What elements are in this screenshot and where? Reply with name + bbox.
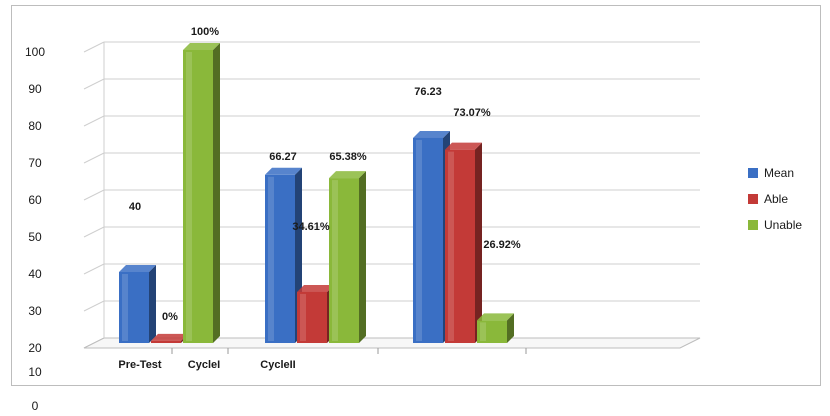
bar xyxy=(265,167,302,343)
y-tick-label: 60 xyxy=(28,193,42,207)
bar xyxy=(183,43,220,343)
x-category-label: CycleII xyxy=(260,359,295,371)
gridline-side xyxy=(83,152,105,164)
legend-item: Mean xyxy=(748,166,794,180)
data-label: 0% xyxy=(162,311,178,323)
grid-layer xyxy=(83,41,701,354)
y-tick-label: 100 xyxy=(25,45,45,59)
data-label: 73.07% xyxy=(453,107,491,119)
bar xyxy=(477,313,514,343)
legend-swatch xyxy=(748,220,758,230)
y-tick-label: 80 xyxy=(28,119,42,133)
y-tick-label: 0 xyxy=(32,399,39,413)
y-tick-label: 90 xyxy=(28,82,42,96)
gridline-side xyxy=(83,300,105,312)
gridline-side xyxy=(83,41,105,53)
bar xyxy=(329,171,366,343)
gridline-side xyxy=(83,115,105,127)
legend-item: Able xyxy=(748,192,788,206)
x-category-label: Pre-Test xyxy=(118,359,162,371)
y-axis-ticks: 0 10 20 30 40 50 60 70 80 90 100 xyxy=(25,45,45,413)
x-category-label: CycleI xyxy=(188,359,220,371)
data-label: 100% xyxy=(191,26,219,38)
x-axis-categories: Pre-Test CycleI CycleII xyxy=(118,359,295,371)
y-tick-label: 40 xyxy=(28,267,42,281)
data-label: 40 xyxy=(129,201,141,213)
data-label: 65.38% xyxy=(329,151,367,163)
legend: Mean Able Unable xyxy=(748,166,802,232)
y-tick-label: 70 xyxy=(28,156,42,170)
gridline-side xyxy=(83,226,105,238)
legend-label: Able xyxy=(764,192,788,206)
bars xyxy=(119,43,514,343)
legend-swatch xyxy=(748,194,758,204)
legend-label: Mean xyxy=(764,166,794,180)
data-label: 76.23 xyxy=(414,86,442,98)
data-label: 26.92% xyxy=(483,239,521,251)
gridline-side xyxy=(83,263,105,275)
legend-label: Unable xyxy=(764,218,802,232)
y-tick-label: 20 xyxy=(28,341,42,355)
data-label: 34.61% xyxy=(292,221,330,233)
bar xyxy=(413,130,450,343)
bar xyxy=(297,284,334,343)
y-tick-label: 50 xyxy=(28,230,42,244)
legend-swatch xyxy=(748,168,758,178)
legend-item: Unable xyxy=(748,218,802,232)
gridline-side xyxy=(83,189,105,201)
data-label: 66.27 xyxy=(269,151,297,163)
bar xyxy=(445,142,482,343)
data-labels: 40 66.27 76.23 0% 34.61% 73.07% 100% 65.38% 26.9… xyxy=(129,26,521,323)
y-tick-label: 30 xyxy=(28,304,42,318)
bar xyxy=(119,265,156,343)
gridline-side xyxy=(83,78,105,90)
y-tick-label: 10 xyxy=(28,365,42,379)
